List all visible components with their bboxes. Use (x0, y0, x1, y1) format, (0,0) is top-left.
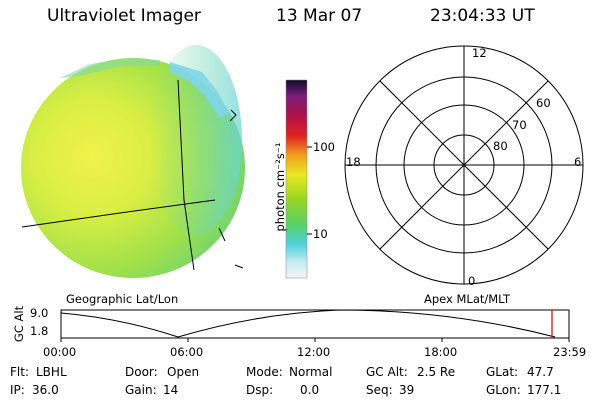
colorbar-unit-label: photon cm⁻²s⁻¹ (273, 142, 287, 232)
info-gain-label: Gain: (125, 383, 157, 397)
intensity-colorbar (285, 79, 308, 279)
earth-disk-image (21, 45, 245, 278)
colorbar-tick-100: 100 (313, 140, 335, 154)
info-glat-label: GLat: (486, 365, 519, 379)
info-dsp-value: 0.0 (300, 383, 320, 397)
info-mode-label: Mode: (246, 365, 283, 379)
info-glon-value: 177.1 (527, 383, 562, 397)
mlat-label-70: 70 (512, 118, 527, 132)
info-gcalt-value: 2.5 Re (417, 365, 456, 379)
info-mode-value: Normal (289, 365, 333, 379)
info-gcalt-label: GC Alt: (366, 365, 408, 379)
orbit-altitude-plot (60, 309, 570, 342)
info-glon-label: GLon: (486, 383, 521, 397)
orbit-xtick-0: 00:00 (43, 345, 77, 359)
info-ip-label: IP: (10, 383, 25, 397)
mlt-label-0: 0 (468, 274, 476, 288)
colorbar-ticks (307, 146, 312, 235)
info-gain-value: 14 (163, 383, 179, 397)
polar-plot (344, 45, 584, 285)
mlt-label-6: 6 (574, 155, 582, 169)
orbit-ymin: 1.8 (30, 324, 49, 338)
mlt-label-18: 18 (346, 155, 361, 169)
info-ip-value: 36.0 (32, 383, 59, 397)
info-dsp-label: Dsp: (246, 383, 274, 397)
info-seq-label: Seq: (366, 383, 393, 397)
info-seq-value: 39 (399, 383, 415, 397)
mlt-label-12: 12 (472, 46, 487, 60)
info-door-label: Door: (125, 365, 158, 379)
geographic-grid (21, 79, 244, 271)
orbit-xtick-2: 12:00 (297, 345, 331, 359)
info-flt-value: LBHL (36, 365, 67, 379)
info-glat-value: 47.7 (527, 365, 554, 379)
time-label: 23:04:33 UT (430, 6, 535, 26)
colorbar-tick-10: 10 (313, 227, 328, 241)
instrument-title: Ultraviolet Imager (47, 6, 201, 26)
geographic-panel-label: Geographic Lat/Lon (66, 292, 179, 306)
info-door-value: Open (167, 365, 200, 379)
date-label: 13 Mar 07 (276, 6, 363, 26)
orbit-xtick-3: 18:00 (424, 345, 458, 359)
orbit-ymax: 9.0 (30, 306, 49, 320)
orbit-ylabel: GC Alt (12, 305, 26, 343)
mlat-label-80: 80 (493, 139, 508, 153)
apex-panel-label: Apex MLat/MLT (424, 292, 511, 306)
mlat-label-60: 60 (536, 96, 551, 110)
info-flt-label: Flt: (10, 365, 29, 379)
orbit-xtick-4: 23:59 (553, 345, 587, 359)
orbit-xtick-1: 06:00 (170, 345, 204, 359)
